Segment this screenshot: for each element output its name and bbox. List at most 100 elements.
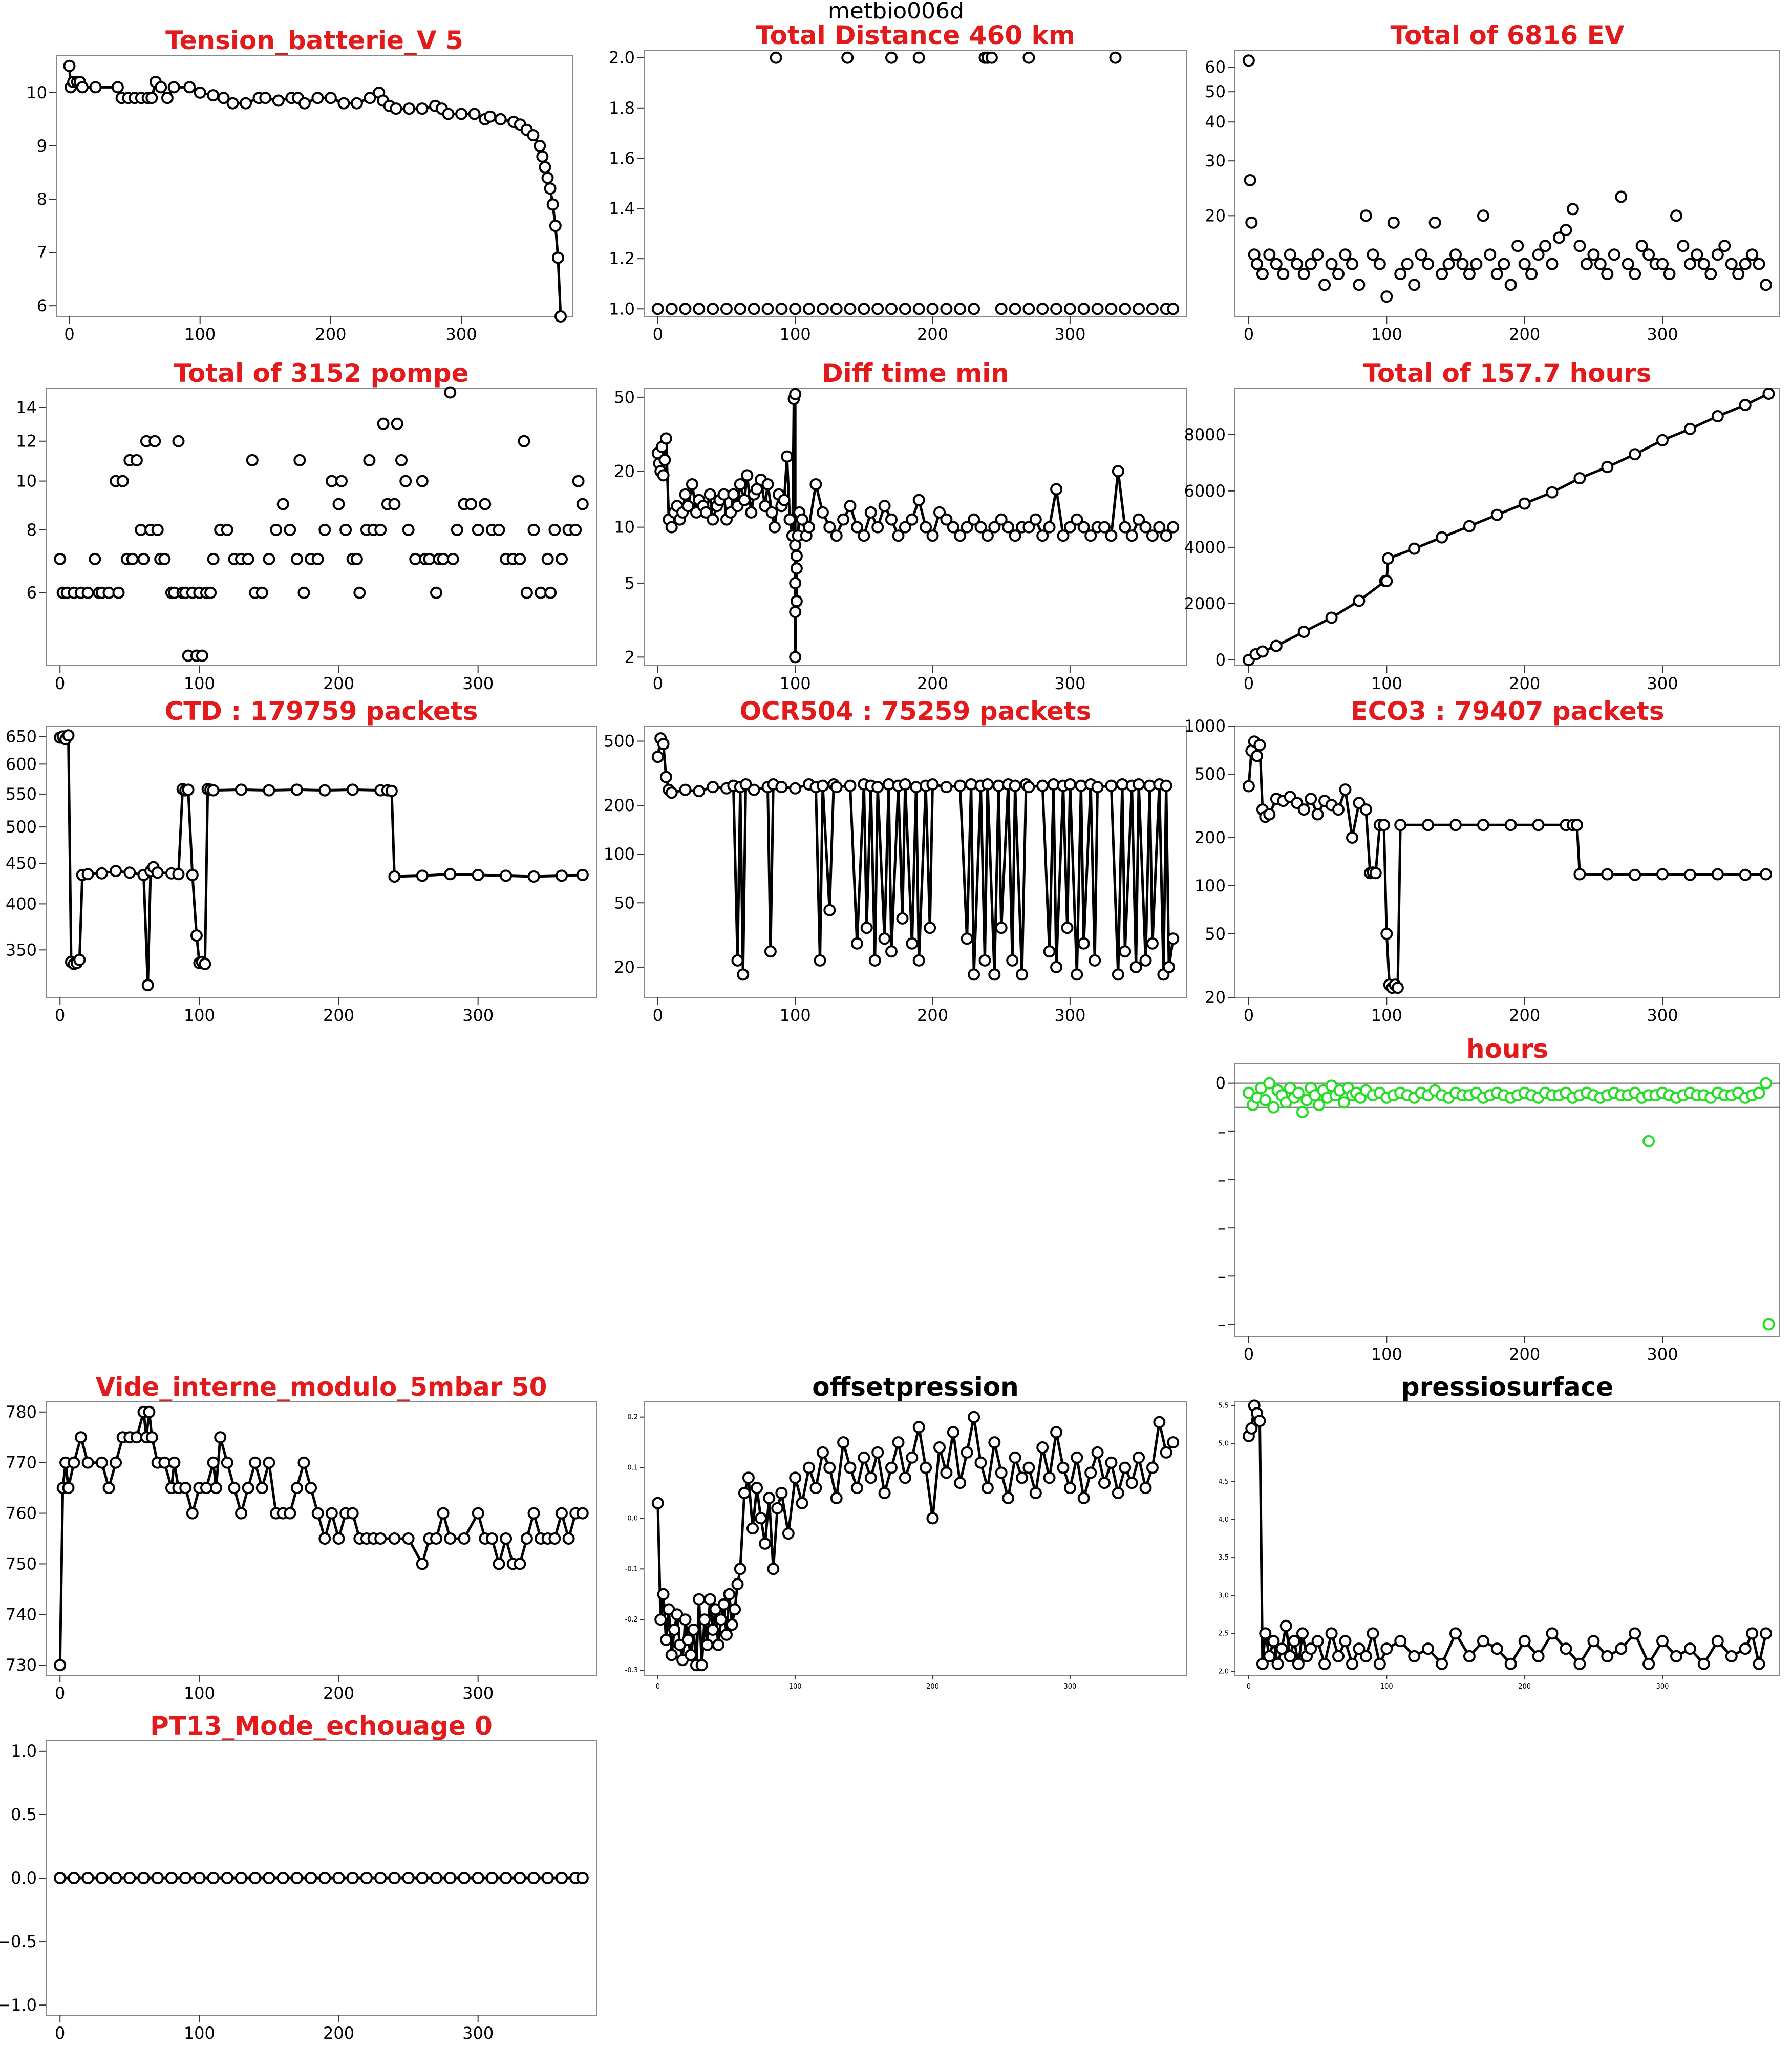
data-point — [544, 586, 557, 599]
data-point — [816, 506, 829, 519]
data-point — [978, 954, 991, 967]
data-point — [1382, 552, 1394, 565]
data-point — [1711, 868, 1724, 881]
data-point — [444, 386, 457, 399]
data-point — [479, 498, 492, 510]
data-point — [527, 1872, 540, 1884]
data-point — [1511, 240, 1524, 252]
x-tick-label: 200 — [315, 325, 346, 344]
data-point — [1477, 819, 1489, 831]
data-point — [1098, 1477, 1111, 1489]
data-point — [1043, 945, 1056, 958]
data-point — [1380, 1642, 1393, 1655]
data-point — [1109, 51, 1122, 64]
data-point — [985, 51, 998, 64]
data-point — [544, 182, 557, 195]
data-point — [1490, 268, 1503, 281]
data-point — [1275, 1642, 1288, 1655]
data-point — [1259, 1627, 1272, 1640]
data-point — [1587, 248, 1600, 261]
data-point — [912, 954, 925, 967]
data-point — [242, 552, 254, 565]
data-point — [738, 494, 751, 506]
data-point — [954, 303, 967, 315]
data-point — [1697, 258, 1710, 270]
data-point — [1587, 1635, 1600, 1648]
data-point — [1739, 258, 1752, 270]
y-tick-label: 14 — [16, 398, 37, 417]
data-point — [1629, 1627, 1641, 1640]
data-point — [1760, 1627, 1773, 1640]
data-point — [73, 953, 86, 966]
data-point — [374, 1532, 387, 1545]
data-point — [734, 1563, 746, 1575]
y-tick-label: 10 — [26, 83, 47, 102]
data-point — [81, 1872, 94, 1884]
data-point — [988, 521, 1001, 534]
data-point — [324, 92, 337, 104]
data-point — [249, 1456, 262, 1469]
data-point — [391, 417, 403, 430]
x-tick-label: 200 — [1509, 674, 1540, 693]
data-point — [1077, 521, 1090, 534]
series-group — [63, 59, 567, 323]
data-point — [912, 303, 925, 315]
data-point — [1566, 203, 1579, 216]
data-point — [654, 1613, 667, 1626]
data-point — [885, 1461, 898, 1474]
data-point — [1297, 268, 1310, 281]
data-point — [871, 303, 884, 315]
data-point — [965, 778, 977, 791]
data-point — [297, 586, 310, 599]
series-group — [651, 388, 1180, 664]
data-point — [290, 552, 303, 565]
data-point — [183, 81, 196, 94]
data-point — [1277, 268, 1290, 281]
data-point — [1463, 520, 1476, 532]
data-point — [1022, 303, 1035, 315]
data-point — [860, 922, 873, 934]
data-point — [539, 161, 551, 174]
data-point — [933, 506, 946, 519]
data-point — [390, 102, 402, 115]
y-tick-label: 100 — [1194, 876, 1226, 895]
data-point — [899, 303, 911, 315]
data-point — [693, 303, 706, 315]
data-point — [290, 1872, 303, 1884]
data-point — [1242, 780, 1255, 793]
panel-vide: Vide_interne_modulo_5mbar 50 0 100 200 300 73… — [6, 1372, 597, 1703]
data-point — [318, 784, 331, 797]
data-point — [1133, 778, 1145, 791]
data-point — [781, 450, 794, 463]
x-tick-label: 100 — [780, 1006, 811, 1025]
data-point — [1245, 216, 1258, 229]
data-point — [658, 454, 671, 466]
data-point — [1663, 268, 1676, 281]
data-point — [1532, 248, 1545, 261]
y-tick-label: 100 — [604, 844, 635, 864]
data-point — [1490, 508, 1503, 521]
data-point — [95, 867, 108, 880]
data-point — [377, 417, 390, 430]
data-point — [1373, 258, 1386, 270]
data-point — [1119, 945, 1132, 958]
data-point — [803, 1461, 815, 1474]
data-point — [1119, 1461, 1132, 1474]
data-point — [809, 478, 822, 490]
x-tick-label: 100 — [1380, 1683, 1393, 1691]
data-point — [816, 303, 829, 315]
data-point — [1739, 1642, 1752, 1655]
data-point — [548, 523, 561, 536]
data-point — [912, 1421, 925, 1434]
y-tick-label: 10 — [614, 518, 635, 537]
x-tick-label: 300 — [1647, 674, 1678, 693]
data-point — [1022, 781, 1035, 794]
data-point — [1422, 1642, 1435, 1655]
data-point — [1077, 303, 1090, 315]
panel-title: Total Distance 460 km — [756, 20, 1075, 50]
data-point — [1470, 258, 1483, 270]
y-tick-label: 500 — [604, 731, 635, 751]
data-point — [1077, 937, 1090, 950]
data-point — [1339, 1635, 1352, 1648]
data-point — [926, 529, 939, 542]
